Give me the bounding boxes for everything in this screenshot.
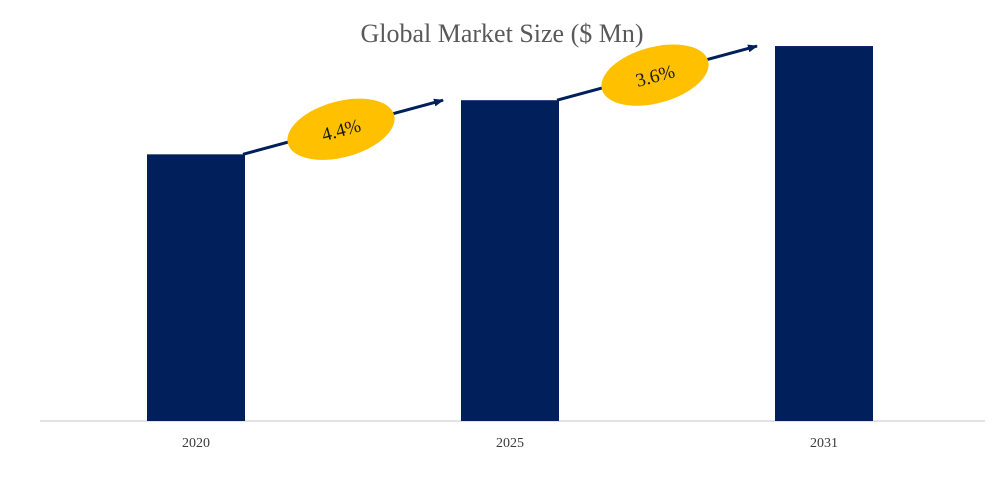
x-tick-label-2020: 2020 bbox=[182, 436, 210, 451]
x-tick-label-2031: 2031 bbox=[810, 436, 838, 451]
bar-2020 bbox=[147, 154, 245, 421]
cagr-ellipse-1 bbox=[287, 98, 395, 160]
chart-title: Global Market Size ($ Mn) bbox=[360, 19, 643, 48]
x-tick-label-2025: 2025 bbox=[496, 436, 524, 451]
bar-2025 bbox=[461, 100, 559, 421]
cagr-ellipse-2 bbox=[601, 44, 709, 106]
bar-2031 bbox=[775, 46, 873, 421]
